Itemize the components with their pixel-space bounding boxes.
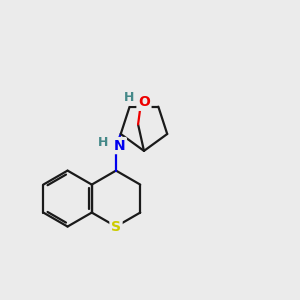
Text: N: N: [114, 139, 125, 153]
Text: H: H: [98, 136, 108, 148]
Text: O: O: [138, 95, 150, 109]
Text: H: H: [124, 92, 134, 104]
Text: S: S: [111, 220, 121, 234]
